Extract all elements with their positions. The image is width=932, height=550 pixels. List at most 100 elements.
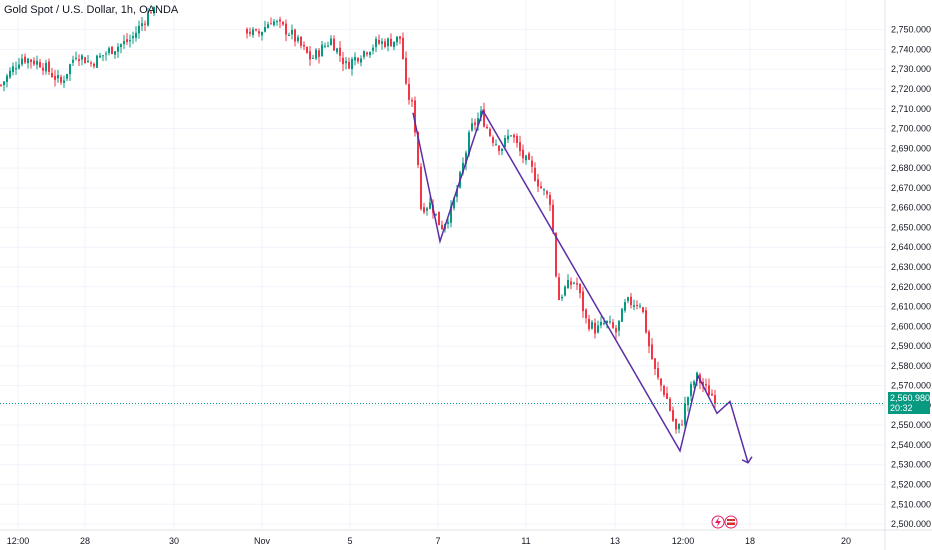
candle-body — [384, 41, 386, 47]
time-tick-label: 11 — [521, 536, 530, 546]
candle-body — [654, 358, 656, 370]
candle-body — [555, 232, 557, 277]
candle-body — [255, 29, 257, 31]
candle-body — [36, 60, 38, 65]
candle-body — [693, 381, 695, 386]
candle-body — [453, 197, 455, 209]
candle-body — [366, 52, 368, 55]
candle-body — [711, 393, 713, 396]
candle-body — [300, 36, 302, 46]
candle-body — [564, 286, 566, 296]
candle-body — [276, 21, 278, 23]
price-tick-label: 2,540.000 — [891, 440, 931, 450]
candle-body — [540, 186, 542, 189]
candle-body — [15, 68, 17, 70]
candle-body — [672, 410, 674, 421]
candle-body — [510, 135, 512, 137]
candle-body — [123, 41, 125, 45]
candle-body — [267, 24, 269, 29]
candle-body — [468, 132, 470, 155]
candle-body — [12, 66, 14, 73]
candle-body — [486, 126, 488, 129]
price-tick-label: 2,680.000 — [891, 163, 931, 173]
candle-body — [456, 188, 458, 197]
price-tick-label: 2,670.000 — [891, 183, 931, 193]
price-tick-label: 2,520.000 — [891, 480, 931, 490]
candle-body — [483, 109, 485, 127]
time-tick-label: 7 — [435, 536, 440, 546]
candle-body — [669, 398, 671, 411]
price-tick-label: 2,710.000 — [891, 104, 931, 114]
candle-body — [135, 32, 137, 38]
candle-body — [477, 118, 479, 126]
price-tick-label: 2,630.000 — [891, 262, 931, 272]
price-tick-label: 2,730.000 — [891, 64, 931, 74]
price-tick-label: 2,590.000 — [891, 341, 931, 351]
price-axis[interactable]: 2,500.000 2,510.000 2,520.000 2,530.000 2,54… — [891, 25, 931, 529]
candle-body — [291, 29, 293, 35]
candle-body — [528, 153, 530, 160]
last-price-value: 2,560.980 — [890, 393, 931, 403]
candle-body — [372, 47, 374, 51]
candle-body — [30, 59, 32, 63]
candle-body — [69, 64, 71, 75]
candle-body — [93, 63, 95, 67]
candle-body — [261, 31, 263, 36]
candle-body — [624, 302, 626, 311]
candle-body — [600, 322, 602, 326]
candle-body — [378, 39, 380, 44]
candle-body — [681, 424, 683, 426]
candle-body — [675, 418, 677, 430]
price-tick-label: 2,650.000 — [891, 222, 931, 232]
candle-body — [435, 213, 437, 215]
candle-body — [294, 29, 296, 42]
last-price-badge: 2,560.980 20:32 — [888, 392, 930, 414]
candle-body — [54, 75, 56, 80]
candle-body — [315, 49, 317, 59]
candle-body — [318, 50, 320, 57]
candle-body — [582, 291, 584, 312]
candle-body — [552, 204, 554, 232]
candle-body — [306, 46, 308, 53]
candle-body — [111, 46, 113, 54]
candle-body — [75, 57, 77, 59]
candle-body — [411, 100, 413, 102]
candle-body — [585, 309, 587, 319]
candle-body — [381, 41, 383, 44]
candle-body — [339, 47, 341, 56]
candle-body — [525, 155, 527, 161]
candle-body — [45, 62, 47, 72]
candle-body — [6, 75, 8, 82]
candle-body — [360, 58, 362, 63]
candle-body — [690, 384, 692, 396]
candle-body — [462, 162, 464, 174]
candle-body — [471, 123, 473, 131]
candle-body — [0, 84, 2, 86]
candle-body — [519, 142, 521, 152]
event-icons[interactable] — [711, 515, 738, 529]
candle-body — [150, 12, 152, 14]
candle-body — [678, 423, 680, 430]
candle-body — [126, 39, 128, 43]
time-tick-label: 28 — [80, 536, 90, 546]
grid-lines — [0, 0, 885, 530]
wave-line[interactable] — [412, 108, 749, 463]
candle-body — [627, 297, 629, 302]
candle-body — [9, 70, 11, 78]
price-tick-label: 2,640.000 — [891, 242, 931, 252]
candle-body — [309, 51, 311, 60]
time-axis[interactable]: 12:00 28 30 Nov 5 7 11 13 12:00 18 20 — [7, 536, 851, 546]
chart-title: Gold Spot / U.S. Dollar, 1h, OANDA — [4, 4, 179, 16]
candle-body — [72, 59, 74, 63]
candle-body — [648, 331, 650, 347]
price-tick-label: 2,580.000 — [891, 361, 931, 371]
candle-body — [603, 323, 605, 325]
time-tick-label: Nov — [254, 536, 271, 546]
candle-body — [279, 19, 281, 22]
candle-body — [588, 318, 590, 329]
candle-body — [51, 72, 53, 77]
candle-body — [537, 179, 539, 187]
candle-body — [429, 202, 431, 209]
candle-body — [651, 344, 653, 360]
